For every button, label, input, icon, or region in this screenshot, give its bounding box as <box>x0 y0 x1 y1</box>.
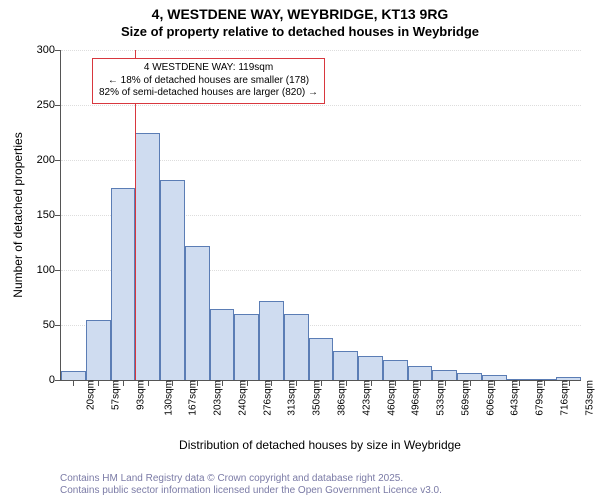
x-tick-label: 93sqm <box>129 380 146 410</box>
y-tick-label: 250 <box>37 99 61 111</box>
x-tick-label: 569sqm <box>454 380 471 416</box>
x-tick-label: 606sqm <box>479 380 496 416</box>
x-tick-label: 496sqm <box>405 380 422 416</box>
x-tick-mark <box>172 380 173 386</box>
x-tick-mark <box>271 380 272 386</box>
histogram-bar <box>160 180 185 380</box>
x-axis-label: Distribution of detached houses by size … <box>179 438 461 452</box>
x-tick-label: 386sqm <box>330 380 347 416</box>
x-tick-mark <box>321 380 322 386</box>
histogram-bar <box>234 314 259 380</box>
x-tick-label: 643sqm <box>504 380 521 416</box>
histogram-bar <box>432 370 457 380</box>
histogram-bar <box>111 188 136 381</box>
chart-title: 4, WESTDENE WAY, WEYBRIDGE, KT13 9RG Siz… <box>0 0 600 40</box>
x-tick-mark <box>445 380 446 386</box>
x-tick-mark <box>222 380 223 386</box>
histogram-bar <box>457 373 482 380</box>
x-tick-label: 130sqm <box>157 380 174 416</box>
x-tick-label: 57sqm <box>105 380 122 410</box>
x-tick-label: 350sqm <box>306 380 323 416</box>
x-tick-mark <box>519 380 520 386</box>
chart-container: 4, WESTDENE WAY, WEYBRIDGE, KT13 9RG Siz… <box>0 0 600 500</box>
x-tick-mark <box>123 380 124 386</box>
x-tick-label: 276sqm <box>256 380 273 416</box>
x-tick-mark <box>395 380 396 386</box>
histogram-bar <box>185 246 210 380</box>
histogram-bar <box>210 309 235 381</box>
y-tick-label: 200 <box>37 154 61 166</box>
footer-line: Contains public sector information licen… <box>60 485 442 497</box>
footer-attribution: Contains HM Land Registry data © Crown c… <box>60 473 442 497</box>
x-tick-label: 460sqm <box>380 380 397 416</box>
callout-line: ← 18% of detached houses are smaller (17… <box>99 75 318 88</box>
x-tick-mark <box>494 380 495 386</box>
histogram-bar <box>408 366 433 380</box>
callout-line: 82% of semi-detached houses are larger (… <box>99 87 318 100</box>
x-tick-mark <box>346 380 347 386</box>
x-tick-label: 753sqm <box>578 380 595 416</box>
y-tick-label: 150 <box>37 209 61 221</box>
gridline-h <box>61 50 581 51</box>
histogram-bar <box>259 301 284 380</box>
histogram-bar <box>333 351 358 380</box>
histogram-bar <box>358 356 383 380</box>
x-tick-mark <box>148 380 149 386</box>
gridline-h <box>61 105 581 106</box>
x-tick-label: 240sqm <box>231 380 248 416</box>
y-tick-label: 100 <box>37 264 61 276</box>
footer-line: Contains HM Land Registry data © Crown c… <box>60 473 442 485</box>
title-line-2: Size of property relative to detached ho… <box>0 24 600 40</box>
x-tick-label: 20sqm <box>80 380 97 410</box>
histogram-bar <box>383 360 408 380</box>
callout-box: 4 WESTDENE WAY: 119sqm← 18% of detached … <box>92 58 325 104</box>
x-tick-mark <box>296 380 297 386</box>
x-tick-mark <box>197 380 198 386</box>
x-tick-mark <box>371 380 372 386</box>
x-tick-mark <box>569 380 570 386</box>
x-tick-mark <box>420 380 421 386</box>
y-tick-label: 0 <box>49 374 61 386</box>
x-tick-mark <box>247 380 248 386</box>
x-tick-label: 167sqm <box>182 380 199 416</box>
histogram-bar <box>284 314 309 380</box>
callout-line: 4 WESTDENE WAY: 119sqm <box>99 62 318 75</box>
histogram-bar <box>309 338 334 380</box>
histogram-bar <box>61 371 86 380</box>
histogram-bar <box>86 320 111 381</box>
y-tick-label: 300 <box>37 44 61 56</box>
x-tick-label: 679sqm <box>528 380 545 416</box>
x-tick-label: 423sqm <box>355 380 372 416</box>
x-tick-mark <box>544 380 545 386</box>
x-tick-mark <box>470 380 471 386</box>
y-axis-label: Number of detached properties <box>11 132 25 297</box>
x-tick-label: 716sqm <box>553 380 570 416</box>
x-tick-mark <box>98 380 99 386</box>
x-tick-label: 203sqm <box>206 380 223 416</box>
y-tick-label: 50 <box>43 319 61 331</box>
x-tick-mark <box>73 380 74 386</box>
x-tick-label: 313sqm <box>281 380 298 416</box>
histogram-bar <box>135 133 160 381</box>
x-tick-label: 533sqm <box>429 380 446 416</box>
title-line-1: 4, WESTDENE WAY, WEYBRIDGE, KT13 9RG <box>0 6 600 24</box>
